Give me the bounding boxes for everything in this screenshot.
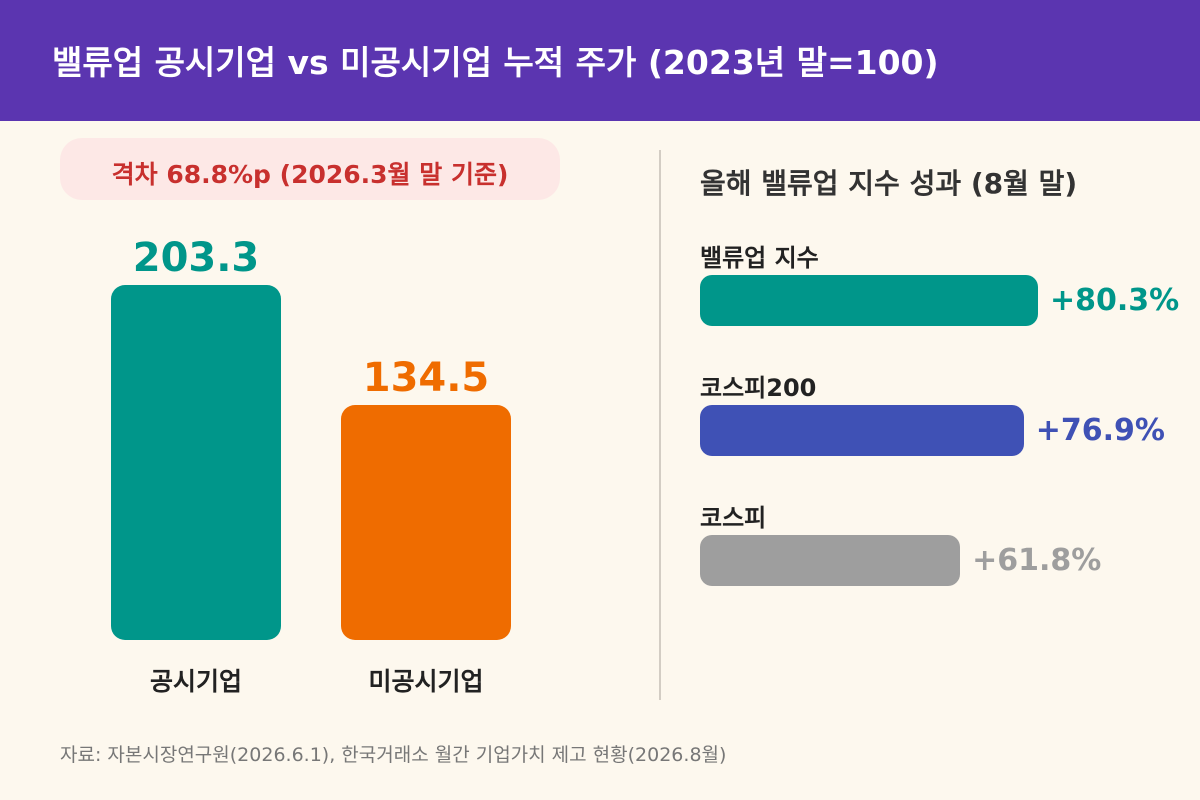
right-panel-title: 올해 밸류업 지수 성과 (8월 말): [700, 167, 1078, 200]
hbar: [700, 405, 1024, 456]
page-title: 밸류업 공시기업 vs 미공시기업 누적 주가 (2023년 말=100): [52, 43, 939, 82]
source-note: 자료: 자본시장연구원(2026.6.1), 한국거래소 월간 기업가치 제고 …: [60, 744, 727, 766]
gap-badge: 격차 68.8%p (2026.3월 말 기준): [60, 138, 560, 200]
header-banner: 밸류업 공시기업 vs 미공시기업 누적 주가 (2023년 말=100): [0, 0, 1200, 121]
panel-divider: [659, 150, 661, 700]
hbar-category-label: 코스피200: [700, 374, 817, 402]
bar-value-label: 203.3: [132, 235, 260, 281]
category-label: 미공시기업: [368, 667, 484, 696]
hbar-category-label: 코스피: [700, 504, 767, 532]
hbar-value-label: +80.3%: [1050, 283, 1180, 318]
hbar: [700, 275, 1038, 326]
category-label: 공시기업: [149, 667, 242, 696]
hbar-value-label: +76.9%: [1035, 413, 1165, 448]
bar-undisclosed: [341, 405, 511, 640]
bar-value-label: 134.5: [362, 355, 490, 402]
hbar: [700, 535, 961, 586]
gap-badge-label: 격차 68.8%p (2026.3월 말 기준): [111, 160, 509, 189]
hbar-value-label: +61.8%: [972, 543, 1102, 578]
bar-disclosed: [111, 285, 281, 640]
hbar-category-label: 밸류업 지수: [700, 244, 819, 272]
